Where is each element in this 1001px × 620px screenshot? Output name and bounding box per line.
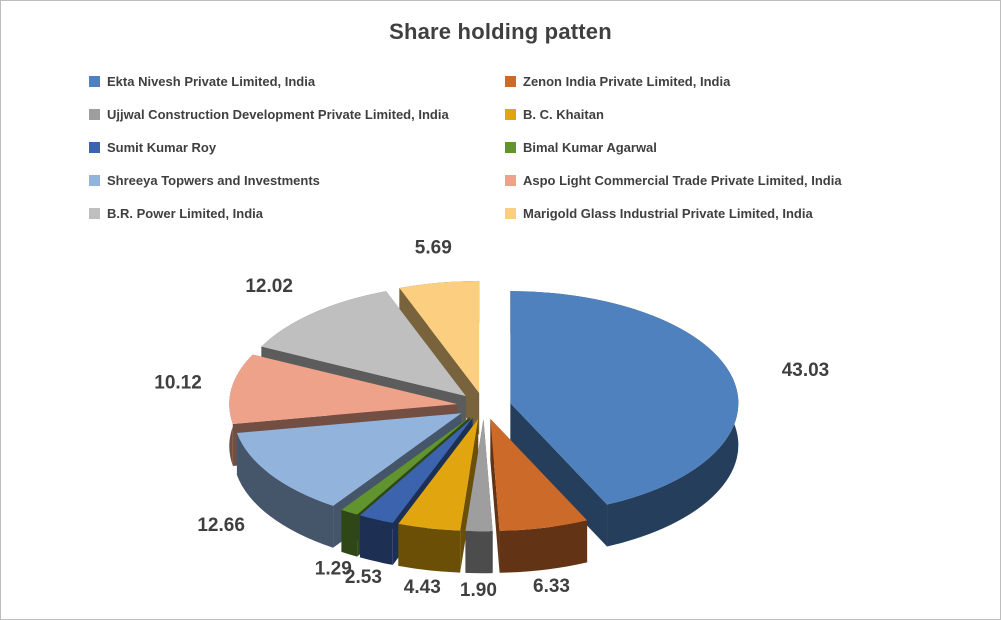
- legend-color-swatch: [89, 75, 100, 87]
- slice-value-label: 4.43: [404, 577, 441, 598]
- pie-slice-side: [490, 418, 500, 573]
- legend-item-label: Sumit Kumar Roy: [107, 140, 217, 155]
- pie-slice: [510, 291, 739, 505]
- legend-color-swatch: [89, 108, 100, 120]
- legend-item: Zenon India Private Limited, India: [505, 71, 969, 92]
- pie-slice-side: [398, 523, 461, 573]
- legend-item: Ekta Nivesh Private Limited, India: [89, 71, 505, 92]
- legend-item: Ujjwal Construction Development Private …: [89, 104, 505, 125]
- legend-item: Aspo Light Commercial Trade Private Limi…: [505, 170, 969, 191]
- pie-slice: [490, 418, 588, 531]
- pie-slice: [229, 354, 458, 424]
- legend-item: Bimal Kumar Agarwal: [505, 137, 969, 158]
- legend-item-label: Shreeya Topwers and Investments: [107, 173, 320, 188]
- legend-color-swatch: [89, 141, 100, 153]
- slice-value-label: 12.02: [245, 276, 293, 297]
- legend-item: Sumit Kumar Roy: [89, 137, 505, 158]
- pie-slice: [399, 280, 480, 393]
- pie-slice: [398, 418, 479, 531]
- pie-slice: [261, 291, 466, 397]
- chart-title: Share holding patten: [389, 19, 612, 44]
- legend-item: Marigold Glass Industrial Private Limite…: [505, 203, 969, 224]
- slice-value-label: 10.12: [154, 373, 202, 394]
- legend-item: Shreeya Topwers and Investments: [89, 170, 505, 191]
- pie-slice: [465, 419, 493, 532]
- pie-slice-side: [465, 530, 493, 574]
- legend-color-swatch: [89, 207, 100, 219]
- legend-item-label: Aspo Light Commercial Trade Private Limi…: [523, 173, 842, 188]
- legend-color-swatch: [505, 108, 516, 120]
- slice-value-label: 5.69: [415, 237, 452, 258]
- slice-value-label: 6.33: [533, 576, 570, 597]
- slice-value-label: 12.66: [197, 515, 245, 536]
- slice-value-label: 2.53: [345, 567, 382, 588]
- legend-color-swatch: [89, 174, 100, 186]
- pie-slice-side: [499, 520, 588, 573]
- legend-item-label: B. C. Khaitan: [523, 107, 604, 122]
- pie-slice-side: [236, 433, 334, 548]
- legend-color-swatch: [505, 141, 516, 153]
- legend-color-swatch: [505, 75, 516, 87]
- pie-slice: [236, 413, 462, 506]
- pie-slice-side: [341, 509, 358, 557]
- legend-item: B.R. Power Limited, India: [89, 203, 505, 224]
- legend-color-swatch: [505, 174, 516, 186]
- legend-item-label: Ekta Nivesh Private Limited, India: [107, 74, 316, 89]
- legend-item-label: B.R. Power Limited, India: [107, 206, 264, 221]
- legend-item: B. C. Khaitan: [505, 104, 969, 125]
- legend-color-swatch: [505, 207, 516, 219]
- slice-value-label: 1.90: [460, 580, 497, 601]
- legend-item-label: Bimal Kumar Agarwal: [523, 140, 657, 155]
- legend-item-label: Marigold Glass Industrial Private Limite…: [523, 206, 813, 221]
- slice-value-label: 1.29: [315, 559, 352, 580]
- pie-slice: [359, 418, 473, 523]
- pie-slice-side: [359, 515, 393, 565]
- pie-slice: [341, 417, 470, 515]
- slice-value-label: 43.03: [782, 360, 830, 381]
- legend-item-label: Ujjwal Construction Development Private …: [107, 107, 449, 122]
- legend-item-label: Zenon India Private Limited, India: [523, 74, 731, 89]
- chart-legend: Ekta Nivesh Private Limited, India Zenon …: [89, 71, 969, 224]
- pie-slice-side: [510, 403, 608, 547]
